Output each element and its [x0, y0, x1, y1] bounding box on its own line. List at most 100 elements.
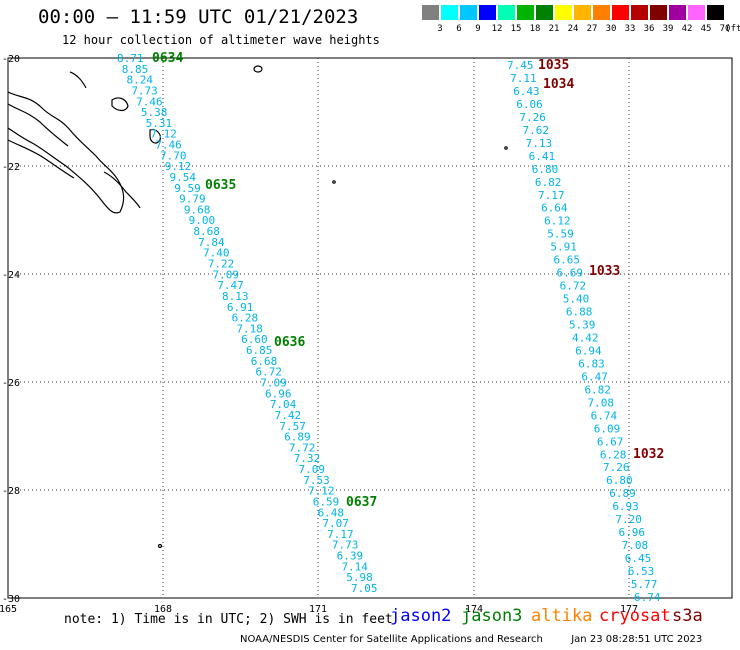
- wave-height-label: 7.26: [603, 461, 630, 474]
- wave-height-label: 6.41: [529, 150, 556, 163]
- wave-height-label: 7.45: [507, 59, 534, 72]
- map-subtitle: 12 hour collection of altimeter wave hei…: [62, 33, 380, 47]
- wave-height-label: 7.62: [522, 124, 549, 137]
- wave-height-label: 5.91: [550, 241, 577, 254]
- wave-height-label: 7.73: [131, 84, 158, 97]
- lat-tick-label: -30: [2, 594, 20, 605]
- legend-label: 33: [624, 24, 636, 34]
- wave-height-label: 9.12: [165, 160, 192, 173]
- units-note: note: 1) Time is in UTC; 2) SWH is in fe…: [64, 612, 393, 627]
- legend-swatch: [536, 5, 553, 20]
- wave-height-label: 7.46: [155, 139, 182, 152]
- legend-label: 15: [510, 24, 522, 34]
- wave-height-label: 6.53: [628, 565, 655, 578]
- pass-time-label: 1032: [633, 447, 664, 462]
- wave-height-label: 7.70: [160, 149, 187, 162]
- legend-label: 21: [548, 24, 560, 34]
- wave-height-label: 7.09: [260, 376, 287, 389]
- wave-height-label: 7.46: [136, 95, 163, 108]
- wave-height-label: 6.09: [594, 422, 621, 435]
- wave-height-label: 6.43: [513, 85, 540, 98]
- map-border: [7, 57, 733, 599]
- wave-height-label: 7.09: [213, 268, 240, 281]
- pass-time-label: 0634: [152, 51, 183, 66]
- pass-time-label: 0637: [346, 495, 377, 510]
- wave-height-label: 6.72: [560, 280, 587, 293]
- wave-height-label: 7.42: [275, 409, 302, 422]
- wave-height-label: 6.28: [232, 312, 259, 325]
- wave-height-label: 6.82: [535, 176, 562, 189]
- legend-swatch: [422, 5, 439, 20]
- wave-height-label: 6.06: [516, 98, 543, 111]
- lat-tick-label: -28: [2, 486, 20, 497]
- lon-tick-label: 174: [465, 604, 483, 615]
- wave-height-label: 7.09: [298, 463, 325, 476]
- wave-height-label: 7.08: [588, 396, 615, 409]
- track-labels: 8.718.858.247.737.465.385.317.127.467.70…: [117, 51, 664, 604]
- wave-height-label: 8.71: [117, 52, 144, 65]
- wave-height-label: 6.72: [255, 366, 282, 379]
- wave-height-label: 7.26: [519, 111, 546, 124]
- lon-tick-label: 165: [0, 604, 17, 615]
- wave-height-label: 7.14: [341, 560, 368, 573]
- legend-swatch: [479, 5, 496, 20]
- lat-tick-label: -26: [2, 378, 20, 389]
- wave-height-label: 5.40: [563, 293, 590, 306]
- wave-height-label: 6.89: [284, 431, 311, 444]
- wave-height-label: 5.98: [346, 571, 373, 584]
- legend-label: 6: [456, 24, 462, 34]
- wave-height-label: 7.47: [217, 279, 244, 292]
- lon-tick-label: 168: [154, 604, 172, 615]
- wave-height-label: 6.93: [612, 500, 639, 513]
- lon-tick-label: 177: [620, 604, 638, 615]
- legend-swatch: [612, 5, 629, 20]
- legend-label: 12: [491, 24, 503, 34]
- legend-swatch: [574, 5, 591, 20]
- wave-height-label: 7.12: [308, 485, 335, 498]
- wave-height-label: 7.72: [289, 441, 316, 454]
- wave-height-label: 6.28: [600, 448, 627, 461]
- wave-height-label: 6.80: [532, 163, 559, 176]
- wave-height-label: 6.89: [609, 487, 636, 500]
- wave-height-label: 7.04: [270, 398, 297, 411]
- wave-height-label: 6.60: [241, 333, 268, 346]
- map-title: 00:00 – 11:59 UTC 01/21/2023: [38, 6, 359, 28]
- satellite-jason3: jason3: [461, 606, 523, 626]
- wave-height-label: 9.68: [184, 203, 211, 216]
- wave-height-label: 8.85: [122, 63, 149, 76]
- wave-height-label: 6.91: [227, 301, 254, 314]
- wave-height-label: 7.13: [526, 137, 553, 150]
- wave-height-label: 9.79: [179, 193, 206, 206]
- legend-label: 24: [567, 24, 579, 34]
- wave-height-label: 6.80: [606, 474, 633, 487]
- wave-height-label: 7.05: [351, 582, 378, 595]
- wave-height-label: 6.59: [313, 495, 340, 508]
- wave-height-label: 7.18: [236, 322, 263, 335]
- wave-height-label: 6.67: [597, 435, 624, 448]
- wave-height-label: 6.69: [557, 267, 584, 280]
- legend-label: 30: [605, 24, 617, 34]
- wave-height-label: 7.12: [150, 128, 177, 141]
- pass-time-label: 1034: [543, 77, 574, 92]
- coastline: [7, 65, 508, 549]
- wave-height-label: 6.96: [265, 387, 292, 400]
- wave-height-label: 6.45: [625, 552, 652, 565]
- pass-time-label: 0636: [274, 335, 305, 350]
- wave-height-label: 7.22: [208, 258, 235, 271]
- wave-height-label: 9.00: [189, 214, 216, 227]
- wave-height-label: 4.42: [572, 331, 599, 344]
- legend-swatch: [593, 5, 610, 20]
- wave-height-label: 5.59: [547, 228, 574, 241]
- legend-label: 45: [700, 24, 712, 34]
- wave-height-label: 6.94: [575, 344, 602, 357]
- wave-height-label: 7.11: [510, 72, 536, 85]
- wave-height-label: 6.85: [246, 344, 273, 357]
- pass-time-label: 0635: [205, 178, 236, 193]
- wave-height-label: 6.64: [541, 202, 568, 215]
- wave-height-label: 5.77: [631, 578, 658, 591]
- wave-height-label: 7.07: [322, 517, 349, 530]
- wave-height-label: 7.57: [279, 420, 306, 433]
- wave-height-label: 6.48: [318, 506, 345, 519]
- legend-label: 3: [437, 24, 443, 34]
